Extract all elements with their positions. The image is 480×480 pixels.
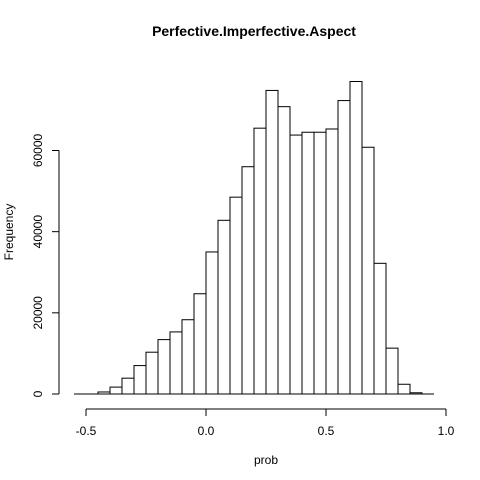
x-tick-label: 1.0 <box>438 424 455 438</box>
histogram-bar <box>349 81 363 395</box>
y-axis-label: Frequency <box>2 204 16 261</box>
histogram-bar <box>169 331 183 395</box>
histogram-bar <box>157 339 171 395</box>
histogram-bar <box>181 319 195 395</box>
histogram-bar <box>325 128 339 395</box>
histogram-bar <box>313 131 327 395</box>
histogram-bar <box>265 89 279 395</box>
histogram-bar <box>145 351 159 395</box>
histogram-bar <box>253 127 267 395</box>
histogram-bar <box>109 386 123 395</box>
histogram-bar <box>121 377 135 395</box>
histogram-bar <box>217 219 231 395</box>
histogram-bar <box>301 131 315 395</box>
x-tick-label: 0.0 <box>198 424 215 438</box>
y-tick-label: 60000 <box>31 133 45 167</box>
histogram-bar <box>133 365 147 395</box>
histogram-bar <box>289 134 303 395</box>
histogram-bar <box>385 347 399 395</box>
y-axis: 0 20000 40000 60000 <box>31 133 60 397</box>
y-tick-label: 0 <box>31 390 45 397</box>
histogram-bar <box>337 100 351 395</box>
histogram-bar <box>373 262 387 395</box>
x-axis: -0.5 0.0 0.5 1.0 <box>76 408 455 438</box>
x-tick-label: -0.5 <box>76 424 97 438</box>
histogram-bar <box>361 146 375 395</box>
histogram-bar <box>229 196 243 395</box>
histogram-bar <box>205 251 219 395</box>
chart-title: Perfective.Imperfective.Aspect <box>152 23 356 39</box>
x-tick-label: 0.5 <box>318 424 335 438</box>
histogram-bars <box>97 81 423 395</box>
y-tick-label: 40000 <box>31 215 45 249</box>
y-tick-label: 20000 <box>31 296 45 330</box>
histogram-bar <box>277 106 291 395</box>
histogram-bar <box>193 293 207 395</box>
histogram-bar <box>397 383 411 395</box>
x-axis-label: prob <box>254 453 278 467</box>
histogram-bar <box>241 166 255 395</box>
